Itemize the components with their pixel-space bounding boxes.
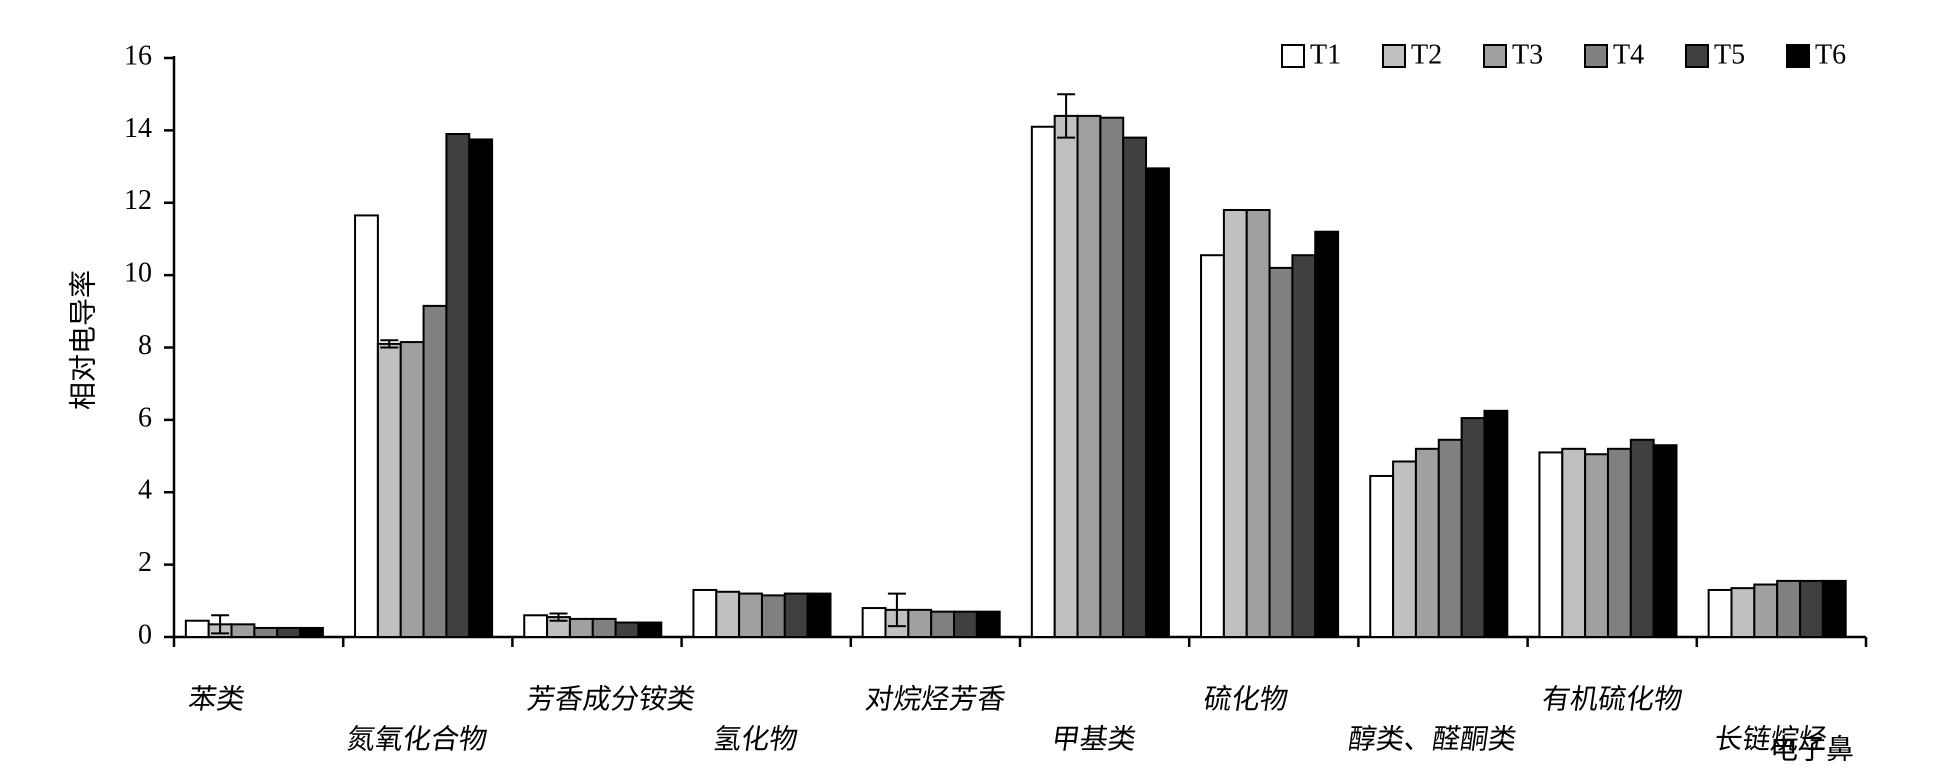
- legend-swatch: [1382, 44, 1406, 68]
- bar: [715, 590, 741, 638]
- bar: [692, 588, 718, 638]
- y-axis-label: 相对电导率: [67, 270, 99, 410]
- bar: [1652, 444, 1678, 638]
- bar: [299, 626, 324, 638]
- y-tick-label: 4: [138, 475, 152, 506]
- error-bar: [211, 614, 230, 635]
- bar: [806, 592, 832, 639]
- bar: [1707, 588, 1733, 638]
- bar: [376, 342, 402, 638]
- y-tick-label: 14: [124, 113, 152, 144]
- bar: [1268, 266, 1294, 638]
- legend-swatch: [1483, 44, 1507, 68]
- y-tick-label: 12: [124, 185, 152, 216]
- x-tick-label: 芳香成分铵类: [525, 684, 697, 716]
- bar: [1629, 438, 1655, 639]
- x-tick-label: 苯类: [186, 684, 246, 716]
- bar: [1821, 579, 1847, 638]
- error-bar: [887, 592, 906, 628]
- bar: [468, 138, 494, 638]
- bar: [445, 132, 471, 638]
- bar: [1030, 125, 1056, 638]
- bar: [1314, 230, 1340, 638]
- bar: [953, 610, 978, 639]
- x-tick-label: 氮氧化合物: [345, 724, 489, 756]
- legend-swatch: [1786, 44, 1810, 68]
- x-tick-label: 有机硫化物: [1540, 684, 1684, 716]
- legend-swatch: [1685, 44, 1709, 68]
- bar: [523, 614, 549, 638]
- y-tick-label: 6: [138, 402, 152, 433]
- y-tick-label: 2: [138, 547, 152, 578]
- x-tick-label: 氢化物: [711, 724, 799, 756]
- bar: [1730, 587, 1756, 638]
- error-bar: [1057, 93, 1076, 139]
- bar: [1776, 579, 1802, 638]
- bar: [422, 304, 448, 638]
- bar: [1291, 254, 1317, 639]
- bar: [930, 610, 956, 639]
- legend-label: T4: [1613, 39, 1644, 70]
- y-tick-label: 8: [138, 330, 152, 361]
- bar: [1076, 114, 1102, 638]
- bar: [1145, 167, 1170, 638]
- x-tick-label: 对烷烃芳香: [863, 684, 1007, 716]
- bar: [1369, 474, 1395, 639]
- bar: [1437, 438, 1463, 639]
- bar: [1606, 447, 1632, 639]
- bar: [230, 623, 256, 638]
- bar: [1122, 136, 1148, 639]
- bar: [184, 619, 210, 639]
- bar: [1584, 453, 1609, 638]
- bar: [1483, 409, 1509, 638]
- bar: [1753, 583, 1779, 639]
- legend-label: T3: [1512, 39, 1543, 70]
- bar: [399, 341, 425, 638]
- y-tick-label: 16: [124, 40, 152, 71]
- legend-label: T5: [1714, 39, 1745, 70]
- bar: [1392, 460, 1417, 638]
- bar: [354, 214, 379, 638]
- x-tick-label: 醇类、醛酮类: [1346, 724, 1518, 756]
- legend-swatch: [1584, 44, 1608, 68]
- x-tick-label: 硫化物: [1202, 684, 1290, 716]
- bar: [276, 626, 302, 638]
- error-bar: [380, 339, 399, 349]
- bar: [738, 592, 763, 639]
- legend-swatch: [1281, 44, 1305, 68]
- bar: [591, 617, 617, 638]
- x-tick-label: 长链烷烃: [1712, 724, 1828, 756]
- bar: [1561, 447, 1587, 639]
- bar: [760, 594, 786, 639]
- legend-label: T6: [1815, 39, 1846, 70]
- bar: [975, 610, 1001, 639]
- bar: [1460, 417, 1486, 638]
- bar: [614, 621, 640, 639]
- legend-label: T2: [1411, 39, 1442, 70]
- error-bar: [549, 612, 568, 622]
- bar: [1222, 208, 1248, 639]
- bar: [1414, 447, 1440, 639]
- bar: [637, 621, 663, 639]
- bar: [568, 617, 594, 638]
- bar: [1200, 254, 1225, 639]
- bar: [861, 607, 887, 638]
- x-tick-label: 甲基类: [1050, 724, 1138, 756]
- bar: [1053, 114, 1079, 638]
- x-axis-label: 电子鼻: [1770, 733, 1854, 765]
- bar: [907, 608, 933, 638]
- bar: [783, 592, 809, 639]
- y-tick-label: 10: [124, 258, 152, 289]
- bar: [1245, 208, 1271, 639]
- bar: [1099, 116, 1125, 639]
- bar: [253, 626, 279, 638]
- bar: [1538, 451, 1564, 638]
- legend-label: T1: [1310, 39, 1341, 70]
- bar: [1799, 579, 1824, 638]
- y-tick-label: 0: [138, 619, 152, 650]
